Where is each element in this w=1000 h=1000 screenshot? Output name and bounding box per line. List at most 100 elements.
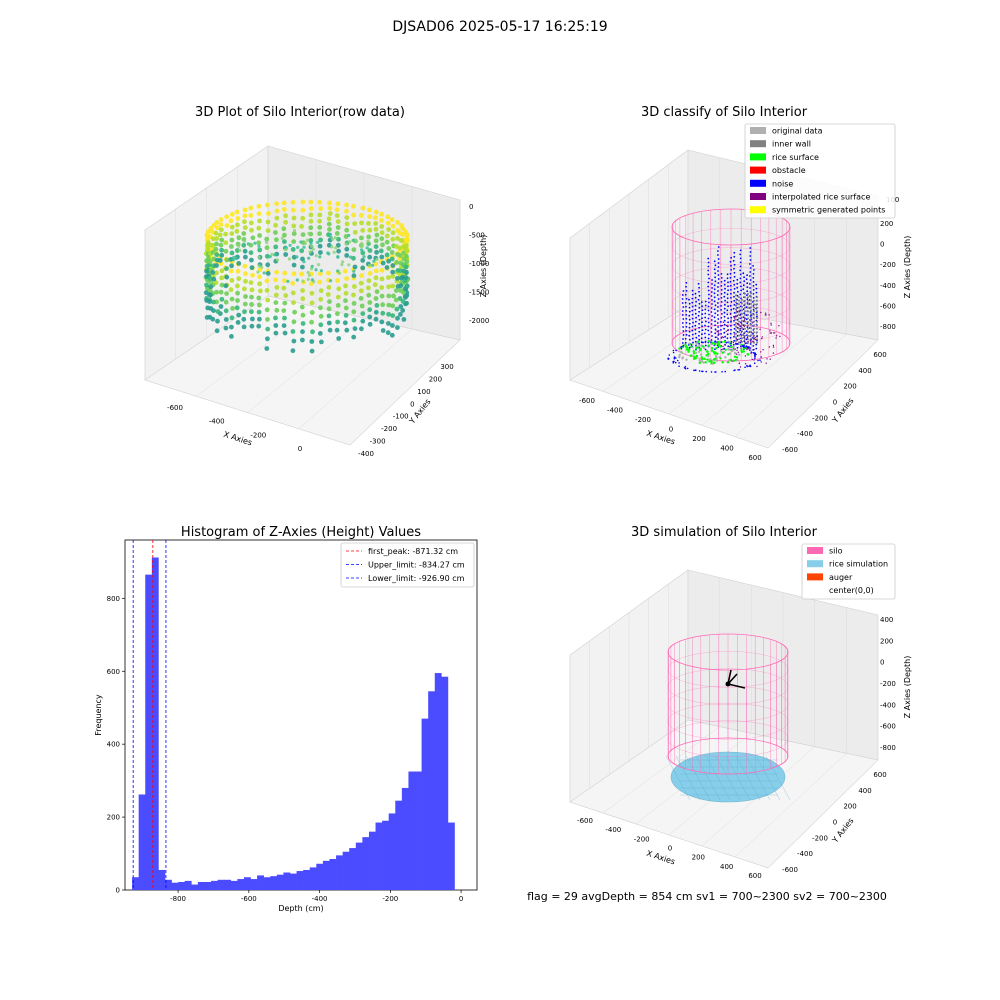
classify-wall-point xyxy=(735,332,737,335)
classify-rice-point xyxy=(711,341,714,344)
raw-point xyxy=(264,307,270,313)
classify-x-tick-4: 200 xyxy=(692,435,705,443)
raw-point xyxy=(224,291,230,296)
classify-x-tick-0: -600 xyxy=(579,397,595,405)
raw-point xyxy=(208,284,214,290)
classify-wall-point xyxy=(756,296,758,299)
raw-point xyxy=(319,269,323,273)
classify-interp-point xyxy=(740,322,742,324)
rice-mesh-line xyxy=(685,755,711,801)
raw-point xyxy=(347,233,351,237)
classify-noise-point xyxy=(707,281,710,284)
raw-point xyxy=(207,259,213,265)
raw-point xyxy=(257,316,262,322)
classify-noise-point xyxy=(688,344,690,346)
raw-point xyxy=(265,262,271,268)
classify-noise-point xyxy=(749,343,752,345)
raw-point xyxy=(223,248,229,254)
raw-floor-x-gridline-4 xyxy=(349,339,461,446)
classify-noise-point xyxy=(685,289,688,292)
classify-noise-point xyxy=(745,278,748,281)
classify-wall-point xyxy=(756,327,758,330)
classify-legend-label-2: rice surface xyxy=(772,153,819,162)
classify-rice-point xyxy=(746,353,749,356)
classify-interp-point xyxy=(740,331,743,333)
classify-noise-point xyxy=(733,291,735,294)
raw-point xyxy=(229,324,234,330)
raw-point xyxy=(224,266,229,271)
raw-point xyxy=(282,232,287,238)
raw-point xyxy=(307,273,311,277)
classify-noise-point xyxy=(733,327,736,330)
classify-rice-point xyxy=(685,345,688,348)
raw-point xyxy=(241,324,247,330)
raw-point xyxy=(268,255,272,259)
raw-point xyxy=(282,270,288,276)
classify-noise-point xyxy=(742,308,745,311)
classify-noise-point xyxy=(682,345,685,347)
raw-point xyxy=(374,249,379,255)
raw-point xyxy=(317,271,323,277)
raw-point xyxy=(352,284,357,289)
classify-rice-point xyxy=(699,348,702,352)
raw-point xyxy=(273,230,278,235)
raw-point xyxy=(384,252,390,258)
histogram-x-tick-2: -400 xyxy=(312,895,328,903)
histogram-bar-40 xyxy=(395,800,403,890)
classify-interp-point xyxy=(734,348,736,350)
histogram-bar-30 xyxy=(329,859,337,890)
classify-noise-point xyxy=(710,319,713,321)
raw-point xyxy=(343,283,348,289)
classify-noise-point xyxy=(752,289,755,291)
classify-wall-point xyxy=(747,306,749,309)
classify-noise-point xyxy=(691,313,694,316)
classify-noise-point xyxy=(682,330,685,332)
raw-point xyxy=(359,326,364,332)
simulation-plot-title: 3D simulation of Silo Interior xyxy=(631,525,818,540)
raw-point xyxy=(335,219,341,225)
classify-wall-point xyxy=(750,327,752,330)
classify-noise-point xyxy=(713,260,716,263)
raw-point xyxy=(380,242,385,248)
classify-noise-point xyxy=(717,290,719,292)
raw-point xyxy=(335,201,341,207)
raw-point xyxy=(256,211,262,217)
classify-noise-point xyxy=(740,285,742,288)
classify-rice-point xyxy=(710,349,714,352)
raw-point xyxy=(242,213,248,219)
raw-point xyxy=(344,215,350,221)
classify-interp-point xyxy=(750,339,752,341)
raw-point xyxy=(311,247,315,251)
classify-noise-point xyxy=(685,321,688,324)
raw-point xyxy=(344,208,349,214)
classify-noise-point xyxy=(694,296,697,299)
raw-z-tick-4: -2000 xyxy=(469,317,489,325)
simulation-y-tick-2: -200 xyxy=(812,834,828,842)
raw-point xyxy=(223,231,229,237)
classify-legend-label-5: interpolated rice surface xyxy=(772,193,870,202)
classify-noise-point xyxy=(714,324,716,327)
raw-point xyxy=(317,243,323,249)
classify-z-tick-4: -600 xyxy=(880,302,896,310)
classify-noise-point xyxy=(685,281,688,284)
classify-noise-point xyxy=(723,331,726,334)
classify-noise-point xyxy=(746,286,749,289)
classify-wall-point xyxy=(741,316,743,319)
classify-rice-point xyxy=(695,351,698,354)
histogram-bar-42 xyxy=(408,771,416,890)
classify-rice-point xyxy=(700,360,704,363)
classify-noise-point xyxy=(742,288,745,291)
classify-noise-point xyxy=(729,280,732,283)
classify-rice-point xyxy=(742,350,745,353)
rice-mesh-line xyxy=(725,755,751,801)
classify-noise-point xyxy=(682,306,685,308)
raw-point xyxy=(214,289,220,295)
histogram-y-tick-0: 0 xyxy=(116,887,120,895)
classify-rice-point xyxy=(700,357,704,361)
raw-point xyxy=(360,241,364,245)
raw-point xyxy=(219,237,225,243)
raw-y-tick-0: -400 xyxy=(358,450,374,458)
raw-point xyxy=(219,296,225,302)
histogram-x-ticks: -800 -600 -400 -200 0 xyxy=(170,890,463,903)
raw-point xyxy=(274,215,280,221)
